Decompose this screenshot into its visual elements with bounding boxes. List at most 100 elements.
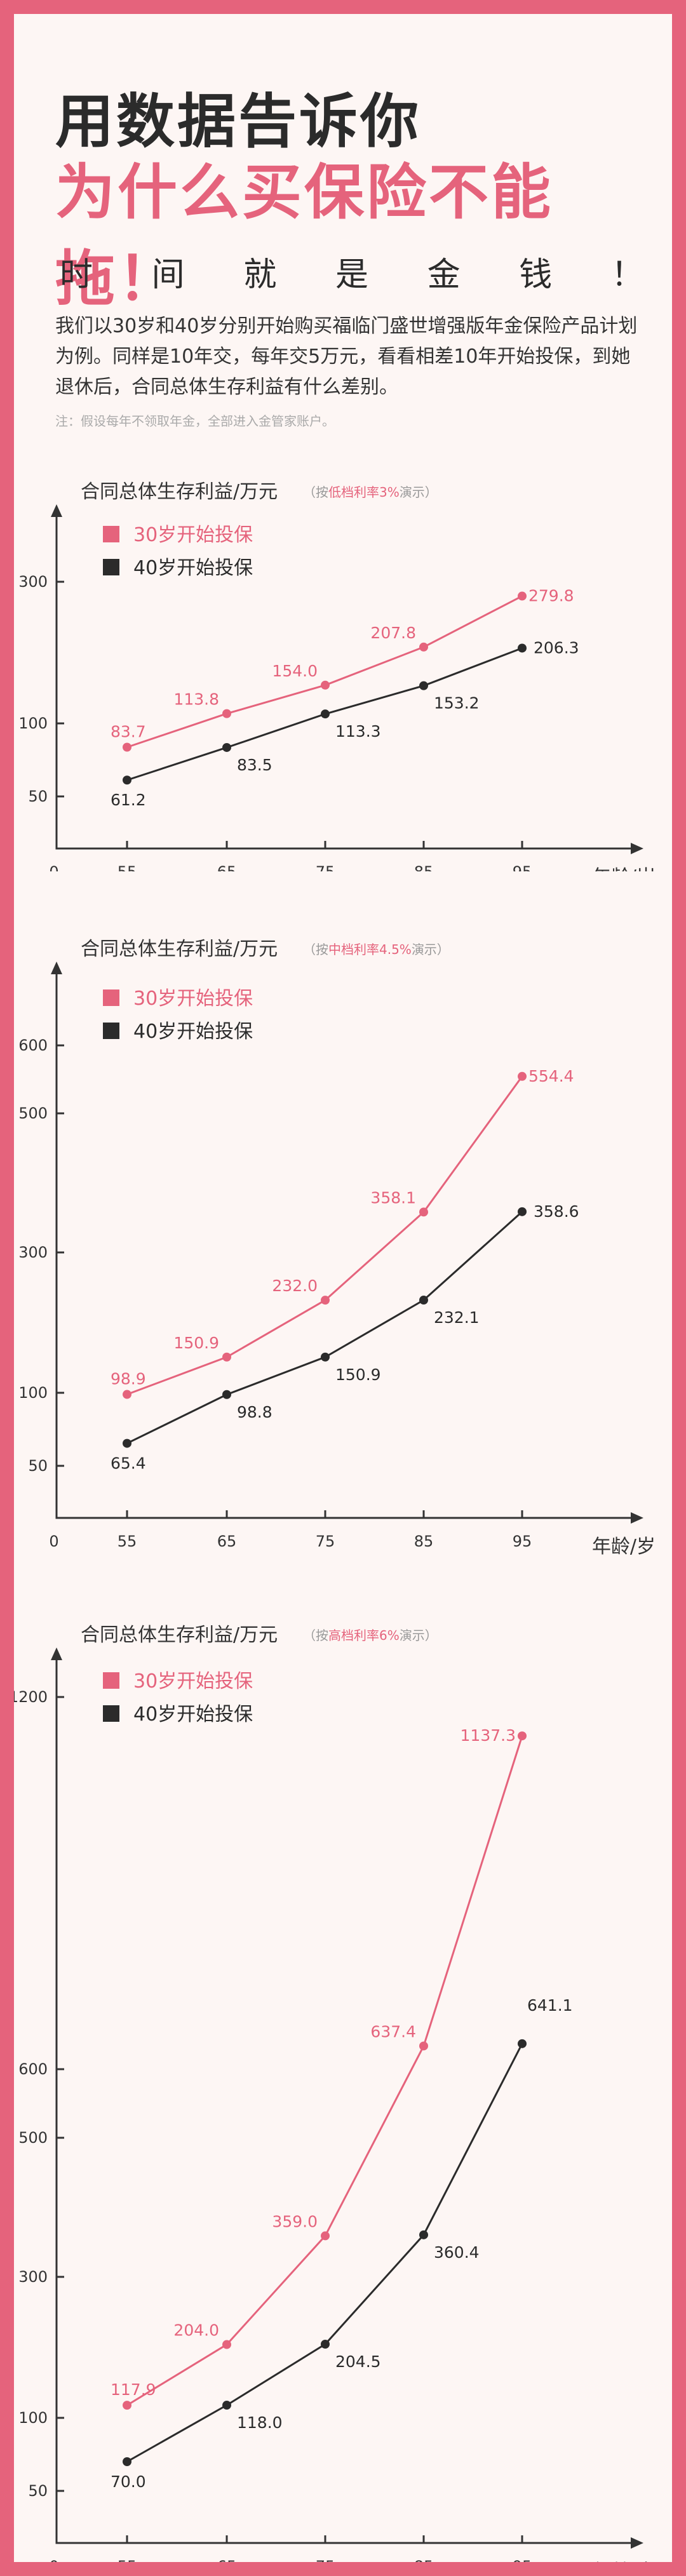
subtitle-prefix: （按 (303, 942, 328, 957)
x-tick-label: 95 (513, 2558, 532, 2562)
subtitle-suffix: 演示） (400, 1628, 438, 1643)
data-point (222, 742, 231, 752)
data-point (518, 2039, 527, 2048)
data-point (123, 775, 131, 785)
x-tick-label: 75 (316, 2558, 335, 2562)
data-label: 98.9 (111, 1370, 146, 1388)
data-point (222, 709, 231, 718)
chart-subtitle: （按低档利率3%演示） (303, 485, 438, 500)
chart-low-rate: 合同总体生存利益/万元 （按低档利率3%演示） 50 100 300 0 55 65 75 85 9… (18, 481, 656, 871)
data-point (321, 2231, 330, 2241)
axis-lines (55, 1658, 633, 2544)
slogan-char: 是 (335, 256, 368, 294)
data-label: 83.7 (111, 722, 146, 741)
data-label: 232.1 (434, 1308, 480, 1327)
x-tick-label: 65 (217, 863, 237, 871)
y-tick-label: 50 (28, 788, 48, 805)
data-point (123, 1390, 131, 1399)
data-label: 113.8 (173, 690, 219, 709)
y-tick-label: 300 (18, 1244, 48, 1261)
data-label: 117.9 (111, 2380, 156, 2399)
data-point (419, 681, 428, 690)
x-tick-label: 95 (513, 1533, 532, 1550)
data-point (123, 2457, 131, 2466)
subtitle-rate: 中档利率4.5% (328, 942, 412, 957)
data-point (123, 1439, 131, 1448)
data-point (321, 709, 330, 719)
subtitle-suffix: 演示） (412, 942, 450, 957)
slogan-char: ！ (610, 256, 644, 294)
slogan-char: 时 (60, 256, 93, 294)
data-point (222, 1352, 231, 1362)
x-axis-arrow (631, 1512, 643, 1524)
data-point (222, 2401, 231, 2410)
legend-label: 40岁开始投保 (133, 1021, 253, 1043)
data-label: 153.2 (434, 694, 480, 713)
x-tick-label: 75 (316, 863, 335, 871)
x-tick-label: 65 (217, 2558, 237, 2562)
x-tick-label: 55 (118, 863, 137, 871)
y-tick-label: 100 (18, 2409, 48, 2427)
x-axis-arrow (631, 843, 643, 854)
chart-subtitle: （按高档利率6%演示） (303, 1628, 438, 1643)
x-tick-label: 65 (217, 1533, 237, 1550)
x-tick-label: 55 (118, 1533, 137, 1550)
x-axis-title: 年龄/岁 (592, 866, 656, 871)
data-label: 118.0 (237, 2413, 283, 2432)
y-axis-arrow (51, 1647, 62, 1660)
data-point (222, 2340, 231, 2349)
slogan-char: 金 (427, 256, 461, 294)
data-label: 150.9 (335, 1365, 381, 1384)
data-label: 360.4 (434, 2243, 480, 2262)
x-tick-label: 95 (513, 863, 532, 871)
subtitle-prefix: （按 (303, 1628, 328, 1643)
headline-line-2: 为什么买保险不能拖！ (55, 158, 554, 314)
legend-swatch (103, 1705, 119, 1722)
data-label: 637.4 (370, 2022, 416, 2041)
x-axis-arrow (631, 2537, 643, 2549)
x-tick-label: 85 (414, 863, 434, 871)
data-point (321, 680, 330, 690)
x-axis-title: 年龄/岁 (592, 1536, 656, 1558)
y-tick-label: 500 (18, 1104, 48, 1122)
y-tick-label: 100 (18, 714, 48, 732)
legend-label: 40岁开始投保 (133, 557, 253, 579)
slogan-char: 间 (151, 256, 185, 294)
data-label: 279.8 (528, 587, 574, 605)
data-point (321, 1296, 330, 1305)
legend-swatch (103, 1672, 119, 1689)
slogan-char: 就 (243, 256, 277, 294)
intro-paragraph: 我们以30岁和40岁分别开始购买福临门盛世增强版年金保险产品计划为例。同样是10… (55, 315, 638, 398)
axis-lines (55, 972, 633, 1519)
legend-swatch (103, 1023, 119, 1039)
y-tick-label: 50 (28, 1457, 48, 1475)
data-label: 359.0 (272, 2212, 318, 2231)
data-label: 65.4 (111, 1454, 146, 1473)
data-label: 70.0 (111, 2472, 146, 2491)
data-label: 1137.3 (461, 1726, 516, 1745)
slogan-char: 钱 (519, 256, 553, 294)
data-label: 150.9 (173, 1334, 219, 1352)
data-label: 204.5 (335, 2352, 381, 2371)
data-point (419, 2230, 428, 2239)
x-tick-label: 85 (414, 2558, 434, 2562)
subtitle-rate: 高档利率6% (328, 1628, 400, 1643)
subtitle-suffix: 演示） (400, 485, 438, 500)
data-point (419, 1296, 428, 1305)
x-origin-label: 0 (49, 1533, 58, 1550)
y-tick-label: 1200 (14, 1688, 48, 1706)
y-tick-label: 600 (18, 2060, 48, 2078)
y-axis-title: 合同总体生存利益/万元 (81, 938, 278, 960)
y-axis-title: 合同总体生存利益/万元 (81, 481, 278, 503)
legend-swatch (103, 989, 119, 1006)
legend-label: 30岁开始投保 (133, 988, 253, 1010)
y-axis-arrow (51, 504, 62, 517)
data-label: 113.3 (335, 722, 381, 741)
data-label: 207.8 (370, 624, 416, 642)
data-label: 83.5 (237, 756, 272, 774)
subtitle-prefix: （按 (303, 485, 328, 500)
data-point (518, 643, 527, 653)
series-line (126, 1735, 523, 2406)
y-tick-label: 300 (18, 2268, 48, 2286)
y-tick-label: 500 (18, 2129, 48, 2147)
